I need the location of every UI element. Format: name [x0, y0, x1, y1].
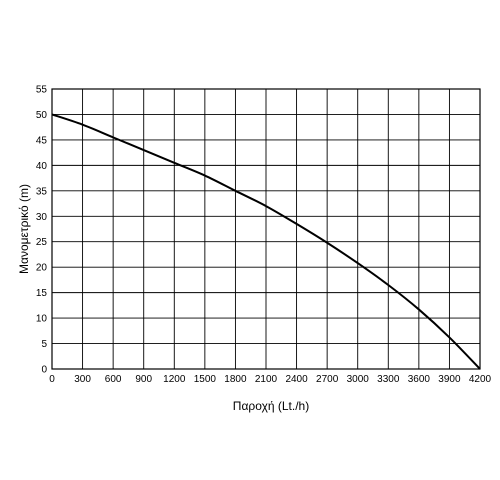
y-tick-label: 5	[41, 339, 47, 350]
y-tick-label: 55	[36, 85, 48, 96]
x-axis-title: Παροχή (Lt./h)	[233, 399, 309, 413]
x-tick-label: 600	[105, 374, 122, 385]
y-tick-label: 10	[36, 314, 48, 325]
x-tick-label: 300	[74, 374, 91, 385]
y-tick-label: 50	[36, 110, 48, 121]
y-tick-label: 0	[41, 365, 47, 376]
grid-lines	[51, 88, 481, 370]
x-tick-label: 900	[135, 374, 152, 385]
y-tick-label: 15	[36, 288, 48, 299]
y-tick-label: 30	[36, 212, 48, 223]
x-tick-label: 2100	[255, 374, 278, 385]
y-tick-label: 20	[36, 263, 48, 274]
y-tick-label: 35	[36, 186, 48, 197]
x-tick-labels: 0 300 600 900 1200 1500 1800 2100 2400 2700 3000 33…	[49, 374, 491, 385]
y-tick-label: 45	[36, 135, 48, 146]
y-tick-labels: 0 5 10 15 20 25 30 35 40 45 50 55	[36, 85, 48, 376]
series-curves	[51, 113, 481, 370]
y-axis-title: Μανομετρικό (m)	[17, 184, 31, 274]
x-tick-label: 1800	[224, 374, 247, 385]
x-tick-label: 2700	[316, 374, 339, 385]
x-tick-label: 1200	[163, 374, 186, 385]
plot-frame	[51, 88, 481, 370]
x-tick-label: 0	[49, 374, 55, 385]
x-tick-label: 3900	[438, 374, 461, 385]
x-tick-label: 3300	[377, 374, 400, 385]
x-tick-label: 3600	[408, 374, 431, 385]
series-line	[51, 113, 481, 370]
y-tick-label: 40	[36, 161, 48, 172]
x-tick-label: 4200	[469, 374, 492, 385]
y-tick-label: 25	[36, 237, 48, 248]
x-tick-label: 2400	[285, 374, 308, 385]
x-tick-label: 1500	[194, 374, 217, 385]
x-tick-label: 3000	[347, 374, 370, 385]
